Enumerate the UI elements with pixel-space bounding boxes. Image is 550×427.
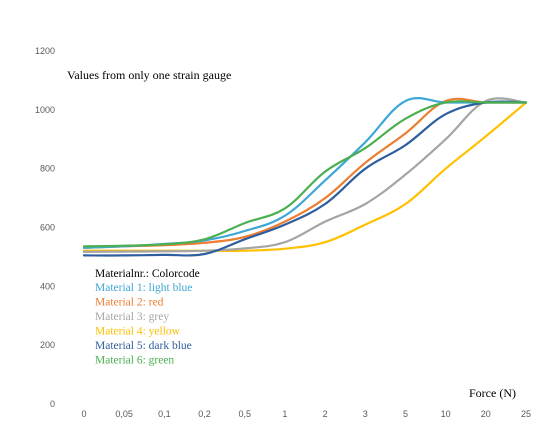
- x-tick-label: 0,5: [238, 409, 251, 419]
- x-tick-label: 5: [403, 409, 408, 419]
- y-tick-label: 200: [40, 340, 55, 350]
- series-line-material-1: [82, 97, 528, 249]
- legend: Materialnr.: Colorcode Material 1: light…: [95, 268, 200, 367]
- legend-item: Material 1: light blue: [95, 282, 192, 294]
- y-tick-label: 1200: [35, 46, 55, 56]
- chart-annotation: Values from only one strain gauge: [67, 68, 231, 82]
- legend-items: Material 1: light blue Material 2: red Mat…: [95, 282, 192, 367]
- x-tick-label: 2: [323, 409, 328, 419]
- series-line-material-3: [82, 97, 528, 253]
- y-tick-label: 0: [50, 399, 55, 409]
- legend-item: Material 6: green: [95, 355, 174, 367]
- x-tick-label: 0: [81, 409, 86, 419]
- x-tick-label: 10: [441, 409, 451, 419]
- y-tick-label: 1000: [35, 105, 55, 115]
- y-axis-ticks: 0 200 400 600 800 1000 1200: [35, 46, 55, 409]
- y-tick-label: 400: [40, 281, 55, 291]
- y-tick-label: 800: [40, 164, 55, 174]
- series-line-material-2: [82, 97, 528, 249]
- x-tick-label: 1: [282, 409, 287, 419]
- x-tick-label: 0,05: [115, 409, 133, 419]
- x-tick-label: 0,1: [158, 409, 171, 419]
- x-tick-label: 25: [521, 409, 531, 419]
- x-tick-label: 20: [481, 409, 491, 419]
- x-tick-label: 0,2: [198, 409, 211, 419]
- legend-item: Material 5: dark blue: [95, 340, 192, 352]
- y-tick-label: 600: [40, 223, 55, 233]
- x-tick-label: 3: [363, 409, 368, 419]
- series-line-material-6: [82, 100, 528, 248]
- series-line-material-5: [82, 100, 528, 257]
- legend-title: Materialnr.: Colorcode: [95, 268, 200, 280]
- legend-item: Material 4: yellow: [95, 326, 181, 338]
- x-axis-title: Force (N): [469, 386, 516, 400]
- series-lines: [82, 97, 528, 257]
- legend-item: Material 2: red: [95, 297, 164, 309]
- x-axis-ticks: 0 0,05 0,1 0,2 0,5 1 2 3 5 10 20 25: [81, 409, 531, 419]
- legend-item: Material 3: grey: [95, 311, 169, 323]
